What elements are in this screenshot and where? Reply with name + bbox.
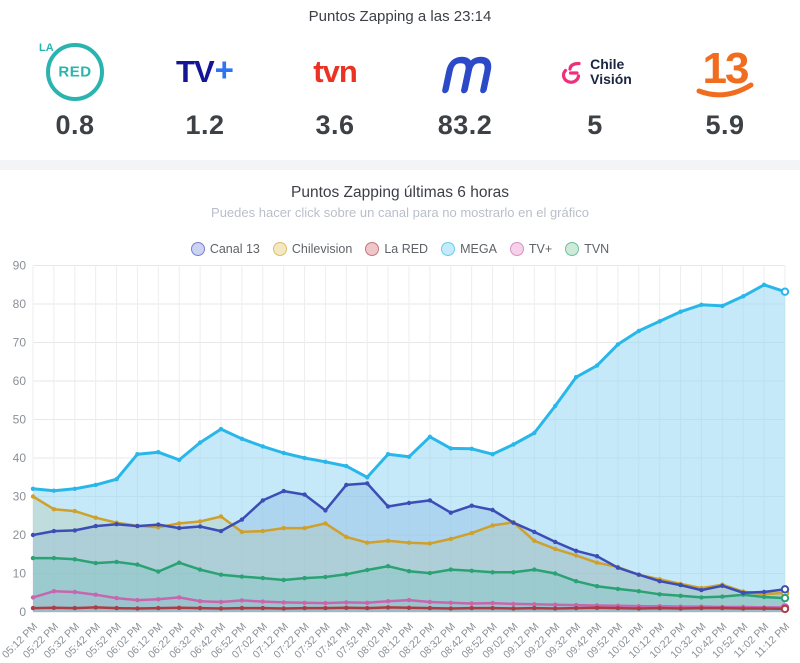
svg-text:10: 10: [13, 567, 27, 581]
channel-summary-row: LA RED 0.8 TV + 1.2 tvn 3.6: [10, 34, 790, 141]
lared-rating-value: 0.8: [55, 110, 95, 140]
svg-text:0: 0: [19, 605, 26, 619]
chilevision-rating-value: 5: [587, 110, 603, 140]
tvplus-logo-plus-icon: +: [214, 51, 234, 88]
svg-text:90: 90: [13, 259, 27, 273]
chart-title: Puntos Zapping últimas 6 horas: [291, 184, 509, 201]
legend-swatch: [441, 242, 456, 256]
legend-item-chilevision[interactable]: Chilevision: [272, 242, 353, 256]
canal13-logo-text: 13: [703, 44, 748, 93]
tvplus-logo-icon: TV +: [176, 51, 234, 90]
canal13-logo-icon: 13: [696, 44, 754, 98]
legend-swatch: [365, 242, 380, 256]
svg-text:50: 50: [13, 413, 27, 427]
legend-label: TV+: [528, 242, 553, 256]
svg-text:40: 40: [13, 451, 27, 465]
tvplus-rating-value: 1.2: [185, 110, 225, 140]
section-divider: [0, 160, 800, 170]
legend-swatch: [190, 242, 205, 256]
tvplus-logo-tv-text: TV: [176, 54, 215, 89]
channel-card-chilevision: Chile Visión 5: [530, 34, 660, 141]
legend-label: MEGA: [460, 242, 497, 256]
legend-label: Chilevision: [291, 242, 353, 256]
legend-item-mega[interactable]: MEGA: [441, 242, 497, 256]
canal13-rating-value: 5.9: [705, 110, 745, 140]
channel-card-lared: LA RED 0.8: [10, 34, 140, 141]
svg-text:30: 30: [13, 490, 27, 504]
legend-item-lared[interactable]: La RED: [365, 242, 428, 256]
tvn-logo-icon: tvn: [313, 54, 357, 89]
channel-card-tvn: tvn 3.6: [270, 34, 400, 141]
legend-label: TVN: [584, 242, 610, 256]
mega-rating-value: 83.2: [437, 110, 493, 140]
lared-logo-icon: LA RED: [39, 42, 104, 101]
legend-item-tvn[interactable]: TVN: [565, 242, 609, 256]
page-title: Puntos Zapping a las 23:14: [308, 8, 492, 25]
chilevision-logo-text: Chile Visión: [590, 56, 632, 87]
svg-text:20: 20: [13, 528, 27, 542]
legend-item-canal13[interactable]: Canal 13: [190, 242, 260, 256]
svg-text:60: 60: [13, 374, 27, 388]
legend-item-tv[interactable]: TV+: [509, 242, 553, 256]
lared-logo-la-text: LA: [39, 42, 54, 54]
chilevision-logo-icon: [562, 61, 581, 84]
lared-logo-red-text: RED: [58, 63, 92, 81]
legend-label: Canal 13: [209, 242, 260, 256]
tvn-rating-value: 3.6: [315, 110, 355, 140]
legend-swatch: [565, 242, 580, 256]
chart-subtitle: Puedes hacer click sobre un canal para n…: [211, 205, 589, 220]
channel-card-canal13: 13 5.9: [660, 34, 790, 141]
legend-swatch: [272, 242, 287, 256]
legend-label: La RED: [384, 242, 429, 256]
mega-logo-icon: [442, 56, 492, 94]
channel-card-mega: 83.2: [400, 34, 530, 141]
chilevision-logo: Chile Visión: [558, 57, 632, 86]
svg-text:80: 80: [13, 297, 27, 311]
chart-legend: Canal 13 Chilevision La RED MEGA TV+ TVN: [0, 242, 800, 256]
channel-card-tvplus: TV + 1.2: [140, 34, 270, 141]
svg-text:70: 70: [13, 336, 27, 350]
legend-swatch: [509, 242, 524, 256]
